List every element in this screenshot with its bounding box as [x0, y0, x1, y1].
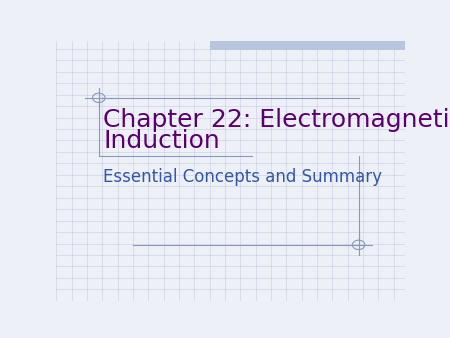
Text: Essential Concepts and Summary: Essential Concepts and Summary	[104, 168, 382, 186]
Text: Chapter 22: Electromagnetic: Chapter 22: Electromagnetic	[104, 108, 450, 132]
Bar	[210, 41, 405, 50]
Text: Induction: Induction	[104, 129, 220, 153]
